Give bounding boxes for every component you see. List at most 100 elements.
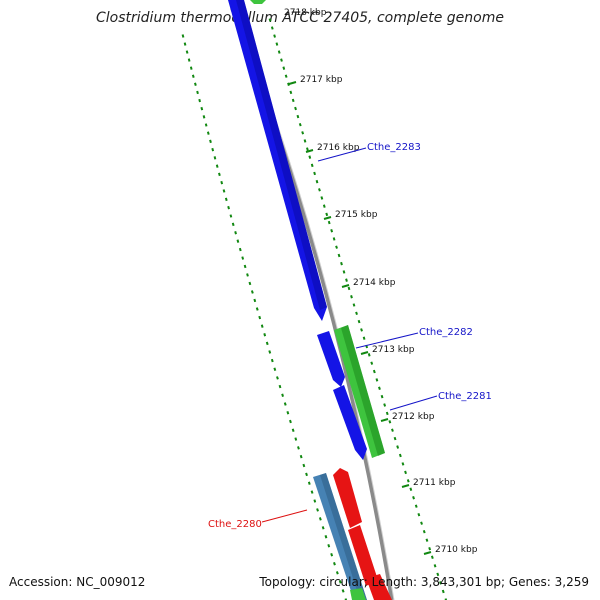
tick-mark	[278, 384, 282, 389]
tick-mark	[414, 504, 418, 508]
tick-mark	[320, 196, 324, 200]
tick-mark	[342, 270, 346, 274]
tick-mark	[393, 436, 397, 441]
tick-mark	[341, 589, 345, 593]
tick-mark	[318, 188, 321, 192]
tick-mark	[428, 546, 432, 551]
tick-mark	[187, 58, 191, 62]
gene-label-cthe-2281[interactable]: Cthe_2281	[438, 391, 492, 402]
ruler-label-2710: 2710 kbp	[435, 545, 478, 555]
tick-mark	[316, 508, 319, 512]
tick-mark	[338, 580, 342, 584]
tick-mark	[362, 336, 366, 340]
tick-mark	[284, 74, 288, 78]
tick-mark	[191, 74, 195, 78]
tick-mark	[332, 237, 336, 241]
map-title: Clostridium thermocellum ATCC 27405, com…	[96, 10, 504, 26]
tick-mark	[275, 42, 279, 46]
tick-mark	[273, 34, 276, 38]
tick-mark	[441, 589, 445, 594]
tick-mark	[322, 204, 326, 208]
tick-mark	[307, 481, 311, 485]
tick-mark	[246, 273, 249, 277]
major-tick	[341, 284, 350, 288]
tick-mark	[436, 572, 440, 577]
tick-mark	[372, 369, 376, 374]
tick-mark	[360, 328, 363, 332]
tick-mark	[430, 555, 434, 559]
tick-mark	[291, 428, 295, 432]
tick-mark	[370, 361, 374, 365]
accession-label: Accession: NC_009012	[9, 575, 146, 589]
tick-mark	[391, 428, 394, 432]
tick-mark	[281, 393, 284, 397]
tick-mark	[211, 147, 215, 152]
tick-mark	[220, 180, 224, 185]
gene-label-cthe-2283[interactable]: Cthe_2283	[367, 142, 421, 153]
tick-mark	[313, 171, 316, 176]
tick-mark	[224, 197, 228, 202]
major-tick	[288, 81, 297, 85]
gene-red-bottom[interactable]	[366, 574, 392, 600]
tick-mark	[401, 462, 405, 466]
gene-green-bottom[interactable]	[350, 588, 366, 600]
major-tick	[360, 351, 369, 355]
tick-mark	[422, 529, 426, 534]
ruler-label-2717: 2717 kbp	[300, 75, 343, 85]
tick-mark	[355, 311, 358, 316]
tick-mark	[213, 156, 217, 160]
rna-track	[333, 468, 392, 600]
tick-mark	[335, 245, 338, 249]
gene-label-cthe-2280[interactable]: Cthe_2280	[208, 519, 262, 530]
gene-cthe-2282-forward[interactable]	[317, 331, 345, 387]
tick-mark	[315, 179, 319, 184]
gene-green-top[interactable]	[250, 0, 266, 4]
tick-mark	[196, 90, 199, 95]
gene-cthe-2281-forward[interactable]	[333, 385, 367, 460]
tick-mark	[215, 164, 219, 168]
tick-mark	[189, 66, 193, 70]
ruler-label-2716: 2716 kbp	[317, 143, 360, 153]
tick-mark	[337, 253, 341, 258]
tick-mark	[345, 278, 348, 282]
tick-mark	[327, 220, 331, 225]
tick-mark	[310, 163, 314, 168]
tick-mark	[380, 394, 384, 399]
tick-mark	[268, 350, 272, 354]
gene-callouts: Cthe_2283 Cthe_2282 Cthe_2281 Cthe_2280	[208, 142, 492, 530]
tick-mark	[206, 131, 210, 135]
callout-line-cthe-2282	[355, 332, 419, 349]
outer-tick-track	[181, 34, 348, 600]
tick-mark	[308, 155, 312, 159]
gene-cthe-2283-shade	[236, 0, 327, 310]
tick-mark	[439, 581, 442, 585]
gene-cthe-2280-b[interactable]	[348, 525, 378, 586]
tick-mark	[265, 341, 269, 346]
tick-mark	[253, 298, 257, 303]
tick-mark	[302, 463, 306, 468]
major-tick	[423, 551, 432, 555]
tick-mark	[303, 139, 307, 143]
gene-cthe-2280[interactable]	[333, 468, 362, 528]
tick-mark	[286, 411, 290, 415]
tick-mark	[287, 82, 290, 86]
major-tick	[323, 216, 332, 220]
tick-mark	[404, 470, 407, 475]
callout-line-cthe-2280	[261, 509, 308, 523]
tick-mark	[330, 229, 334, 233]
tick-mark	[273, 367, 277, 371]
tick-mark	[306, 147, 309, 151]
tick-mark	[255, 307, 259, 311]
tick-mark	[204, 123, 208, 127]
ruler-label-2712: 2712 kbp	[392, 412, 435, 422]
tick-mark	[425, 538, 429, 542]
tick-mark	[305, 472, 308, 477]
tick-mark	[185, 50, 189, 54]
gene-label-cthe-2282[interactable]: Cthe_2282	[419, 327, 473, 338]
tick-mark	[367, 353, 371, 357]
tick-mark	[330, 553, 334, 557]
tick-mark	[202, 115, 206, 119]
tick-mark	[375, 378, 379, 382]
ruler-labels: 2718 kbp 2717 kbp 2716 kbp 2715 kbp 2714…	[284, 8, 478, 555]
